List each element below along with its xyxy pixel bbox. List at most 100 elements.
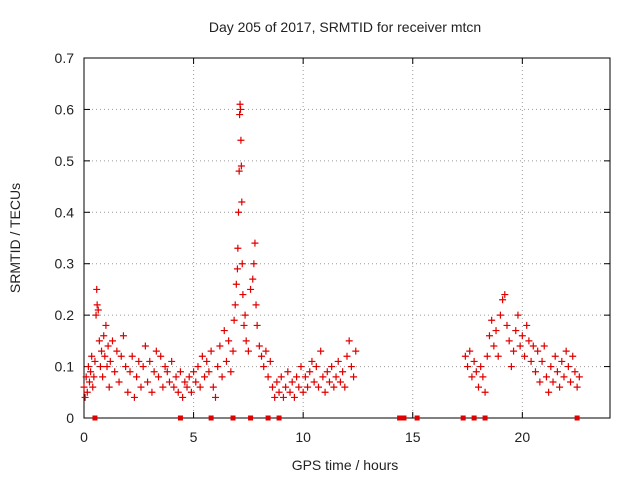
data-point [105, 383, 113, 391]
data-point [218, 373, 226, 381]
data-point [212, 393, 219, 401]
data-point [551, 352, 559, 360]
data-point [466, 347, 474, 355]
data-point [232, 280, 240, 288]
y-tick-label: 0.2 [55, 307, 75, 323]
data-point [96, 363, 104, 371]
data-point [203, 357, 211, 365]
baseline-marker [471, 415, 477, 421]
data-point [472, 368, 480, 376]
data-point [157, 352, 165, 360]
data-point [252, 301, 260, 309]
y-tick-label: 0.7 [55, 50, 75, 66]
data-point [483, 352, 491, 360]
data-point [529, 342, 537, 350]
data-point [332, 373, 340, 381]
data-point [231, 301, 239, 309]
data-point [89, 383, 97, 391]
data-point [536, 378, 544, 386]
data-point [146, 357, 154, 365]
data-point [343, 352, 351, 360]
data-point [198, 352, 206, 360]
data-point [514, 311, 522, 319]
data-point [161, 363, 169, 371]
data-point [111, 368, 119, 376]
data-point [113, 347, 121, 355]
data-point [181, 378, 189, 386]
data-point [216, 342, 224, 350]
data-point [525, 337, 533, 345]
data-point [560, 373, 568, 381]
data-point [323, 368, 331, 376]
baseline-marker [401, 415, 407, 421]
data-point [282, 383, 290, 391]
data-point [90, 373, 98, 381]
data-point [547, 363, 555, 371]
data-point [244, 347, 252, 355]
data-point [133, 373, 141, 381]
data-point [117, 352, 125, 360]
data-point [235, 208, 243, 216]
data-point [98, 347, 106, 355]
data-point [115, 378, 123, 386]
data-point [88, 352, 96, 360]
baseline-marker [177, 415, 183, 421]
baseline-marker [276, 415, 282, 421]
data-point [503, 321, 511, 329]
data-point [241, 311, 249, 319]
x-axis-label: GPS time / hours [292, 457, 399, 473]
baseline-marker [208, 415, 214, 421]
data-point [295, 383, 303, 391]
data-point [194, 363, 202, 371]
data-point [230, 316, 238, 324]
data-point [330, 383, 338, 391]
data-point [124, 388, 132, 396]
data-point [336, 378, 344, 386]
data-point [325, 378, 333, 386]
data-point [229, 347, 237, 355]
chart-title: Day 205 of 2017, SRMTID for receiver mtc… [209, 19, 481, 35]
data-point [518, 332, 526, 340]
data-points [80, 100, 583, 401]
data-point [352, 347, 360, 355]
data-point [87, 368, 95, 376]
data-point [141, 342, 149, 350]
data-point [165, 378, 173, 386]
data-point [83, 388, 91, 396]
data-point [93, 301, 101, 309]
data-point [144, 378, 152, 386]
data-point [176, 368, 184, 376]
data-point [308, 357, 316, 365]
data-point [82, 373, 90, 381]
data-point [250, 260, 258, 268]
data-point [268, 383, 276, 391]
data-point [310, 378, 318, 386]
data-point [196, 383, 204, 391]
data-point [148, 388, 156, 396]
data-point [94, 306, 102, 314]
plot-frame [83, 57, 611, 419]
data-point [249, 275, 257, 283]
grid [84, 58, 610, 418]
baseline-marker [460, 415, 466, 421]
data-point [253, 321, 261, 329]
data-point [260, 363, 268, 371]
data-point [101, 352, 109, 360]
y-axis-ticks: 0 0.1 0.2 0.3 0.4 0.5 0.6 0.7 [55, 50, 610, 426]
data-point [251, 239, 259, 247]
data-point [321, 388, 329, 396]
data-point [130, 393, 138, 401]
data-point [137, 383, 145, 391]
data-point [172, 373, 180, 381]
data-point [108, 337, 116, 345]
data-point [238, 260, 246, 268]
data-point [290, 393, 298, 401]
data-point [470, 357, 478, 365]
data-point [237, 136, 245, 144]
x-tick-label: 20 [515, 429, 531, 445]
data-point [575, 373, 583, 381]
data-point [527, 357, 535, 365]
data-point [485, 332, 493, 340]
data-point [345, 337, 353, 345]
data-point [277, 373, 285, 381]
